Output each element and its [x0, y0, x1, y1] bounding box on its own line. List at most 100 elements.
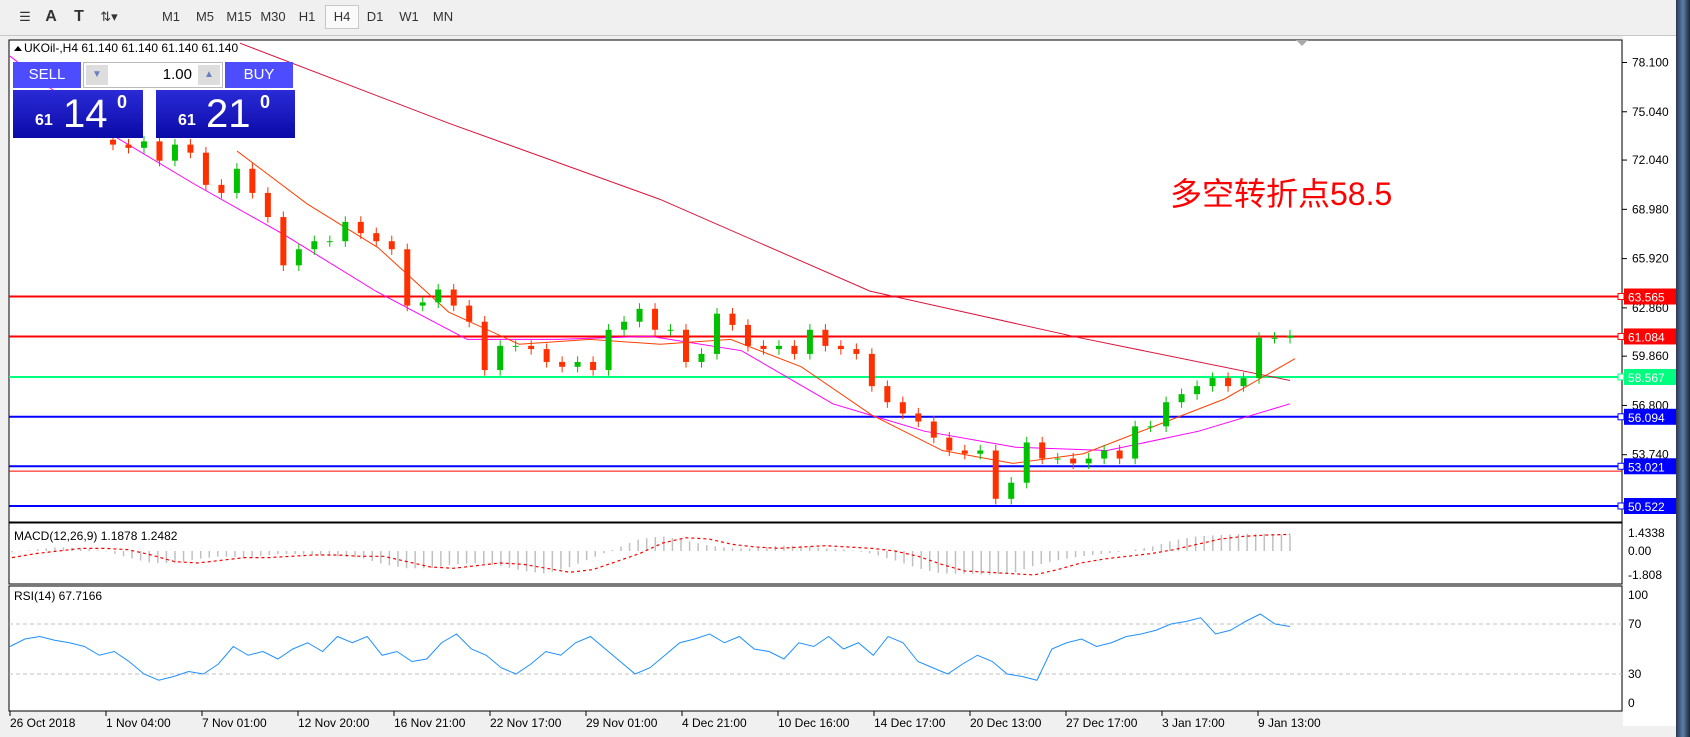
candle	[574, 361, 581, 367]
candle	[899, 402, 906, 414]
annotation-text: 多空转折点58.5	[1170, 176, 1392, 212]
candle	[388, 241, 395, 250]
timeframe-m1[interactable]: M1	[161, 9, 181, 24]
timeframe-d1[interactable]: D1	[366, 9, 384, 24]
level-price-tag	[1624, 498, 1676, 514]
candle	[559, 361, 566, 367]
macd-tick-label: -1.808	[1628, 568, 1662, 582]
candle	[543, 349, 550, 362]
macd-label: MACD(12,26,9) 1.1878 1.2482	[14, 529, 178, 543]
ma-mid-line	[9, 55, 1291, 452]
candle	[1023, 442, 1030, 483]
x-tick-label: 7 Nov 01:00	[202, 716, 267, 730]
candle	[450, 289, 457, 306]
candle	[977, 450, 984, 454]
y-tick-label: 72.040	[1632, 153, 1669, 167]
sell-price-prefix: 61	[35, 112, 53, 129]
rsi-tick-label: 0	[1628, 696, 1635, 710]
candle	[110, 139, 116, 145]
candle	[404, 249, 411, 306]
timeframe-h1[interactable]: H1	[298, 9, 316, 24]
level-handle	[1617, 332, 1625, 340]
arrows-icon[interactable]: ⇅▾	[100, 9, 118, 24]
candle	[605, 329, 612, 371]
candle	[729, 313, 736, 325]
level-price-tag	[1624, 368, 1676, 385]
sell-price[interactable]: 61 14 0	[13, 90, 143, 138]
text-label-icon[interactable]: T	[74, 8, 84, 25]
candle	[837, 345, 844, 350]
y-tick-label: 53.740	[1632, 448, 1669, 462]
level-handle	[1617, 293, 1625, 301]
timeframe-m5[interactable]: M5	[195, 9, 215, 24]
sell-price-fraction: 0	[117, 92, 128, 112]
buy-price-prefix: 61	[178, 112, 196, 129]
timeframe-mn[interactable]: MN	[432, 9, 454, 24]
y-tick-label: 65.920	[1632, 252, 1669, 266]
candle	[822, 329, 829, 346]
ma-slow-line	[239, 42, 1291, 381]
rsi-tick-label: 30	[1628, 667, 1642, 681]
timeframe-w1[interactable]: W1	[399, 9, 419, 24]
candle	[791, 345, 798, 354]
rsi-line	[9, 613, 1291, 681]
level-price-tag	[1624, 328, 1676, 345]
candle	[621, 321, 628, 330]
x-tick-label: 20 Dec 13:00	[970, 716, 1042, 730]
ma-fast-line	[236, 150, 1296, 464]
candle	[125, 144, 132, 148]
candle	[652, 308, 659, 330]
candle	[466, 305, 473, 322]
lot-size-stepper[interactable]: ▼ 1.00 ▲	[83, 62, 223, 88]
candle	[760, 345, 767, 350]
candle	[930, 421, 937, 438]
shift-marker-icon	[1296, 40, 1308, 46]
x-tick-label: 1 Nov 04:00	[106, 716, 171, 730]
candle	[853, 349, 860, 354]
level-handle	[1617, 502, 1625, 510]
sell-button[interactable]: SELL	[13, 62, 81, 88]
fibo-icon[interactable]: ☰	[19, 9, 31, 24]
sell-price-main: 14	[63, 92, 108, 136]
candle	[295, 249, 302, 266]
rsi-tick-label: 70	[1628, 617, 1642, 631]
x-tick-label: 22 Nov 17:00	[490, 716, 562, 730]
buy-price[interactable]: 61 21 0	[156, 90, 295, 138]
x-tick-label: 12 Nov 20:00	[298, 716, 370, 730]
candle	[264, 192, 271, 218]
candle	[171, 144, 178, 161]
lot-size-input[interactable]: 1.00	[162, 66, 192, 83]
candle	[187, 144, 194, 153]
candle	[884, 386, 891, 403]
text-icon[interactable]: A	[45, 8, 57, 25]
candle	[1054, 458, 1061, 460]
level-price-label: 58.567	[1628, 371, 1665, 385]
level-price-tag	[1624, 408, 1676, 425]
candle	[667, 329, 674, 331]
candle	[528, 345, 535, 350]
timeframe-m30[interactable]: M30	[260, 9, 286, 24]
candle	[1132, 426, 1139, 459]
buy-button[interactable]: BUY	[225, 62, 293, 88]
candle	[1256, 337, 1263, 379]
increase-lot-icon[interactable]: ▲	[198, 65, 220, 85]
candle	[992, 450, 999, 499]
decrease-lot-icon[interactable]: ▼	[86, 65, 108, 85]
x-tick-label: 16 Nov 21:00	[394, 716, 466, 730]
candle	[280, 217, 287, 266]
candle	[1194, 386, 1201, 395]
candle	[326, 241, 333, 243]
candle	[1101, 450, 1108, 459]
candle	[342, 221, 349, 242]
candle	[868, 353, 875, 387]
candle	[202, 152, 209, 185]
window-edge	[1676, 0, 1690, 737]
candle	[1116, 450, 1123, 459]
level-handle	[1617, 373, 1625, 381]
timeframe-m15[interactable]: M15	[226, 9, 252, 24]
candle	[1225, 378, 1232, 387]
macd-tick-label: 1.4338	[1628, 526, 1665, 540]
candle	[590, 361, 597, 371]
timeframe-h4[interactable]: H4	[325, 5, 359, 29]
